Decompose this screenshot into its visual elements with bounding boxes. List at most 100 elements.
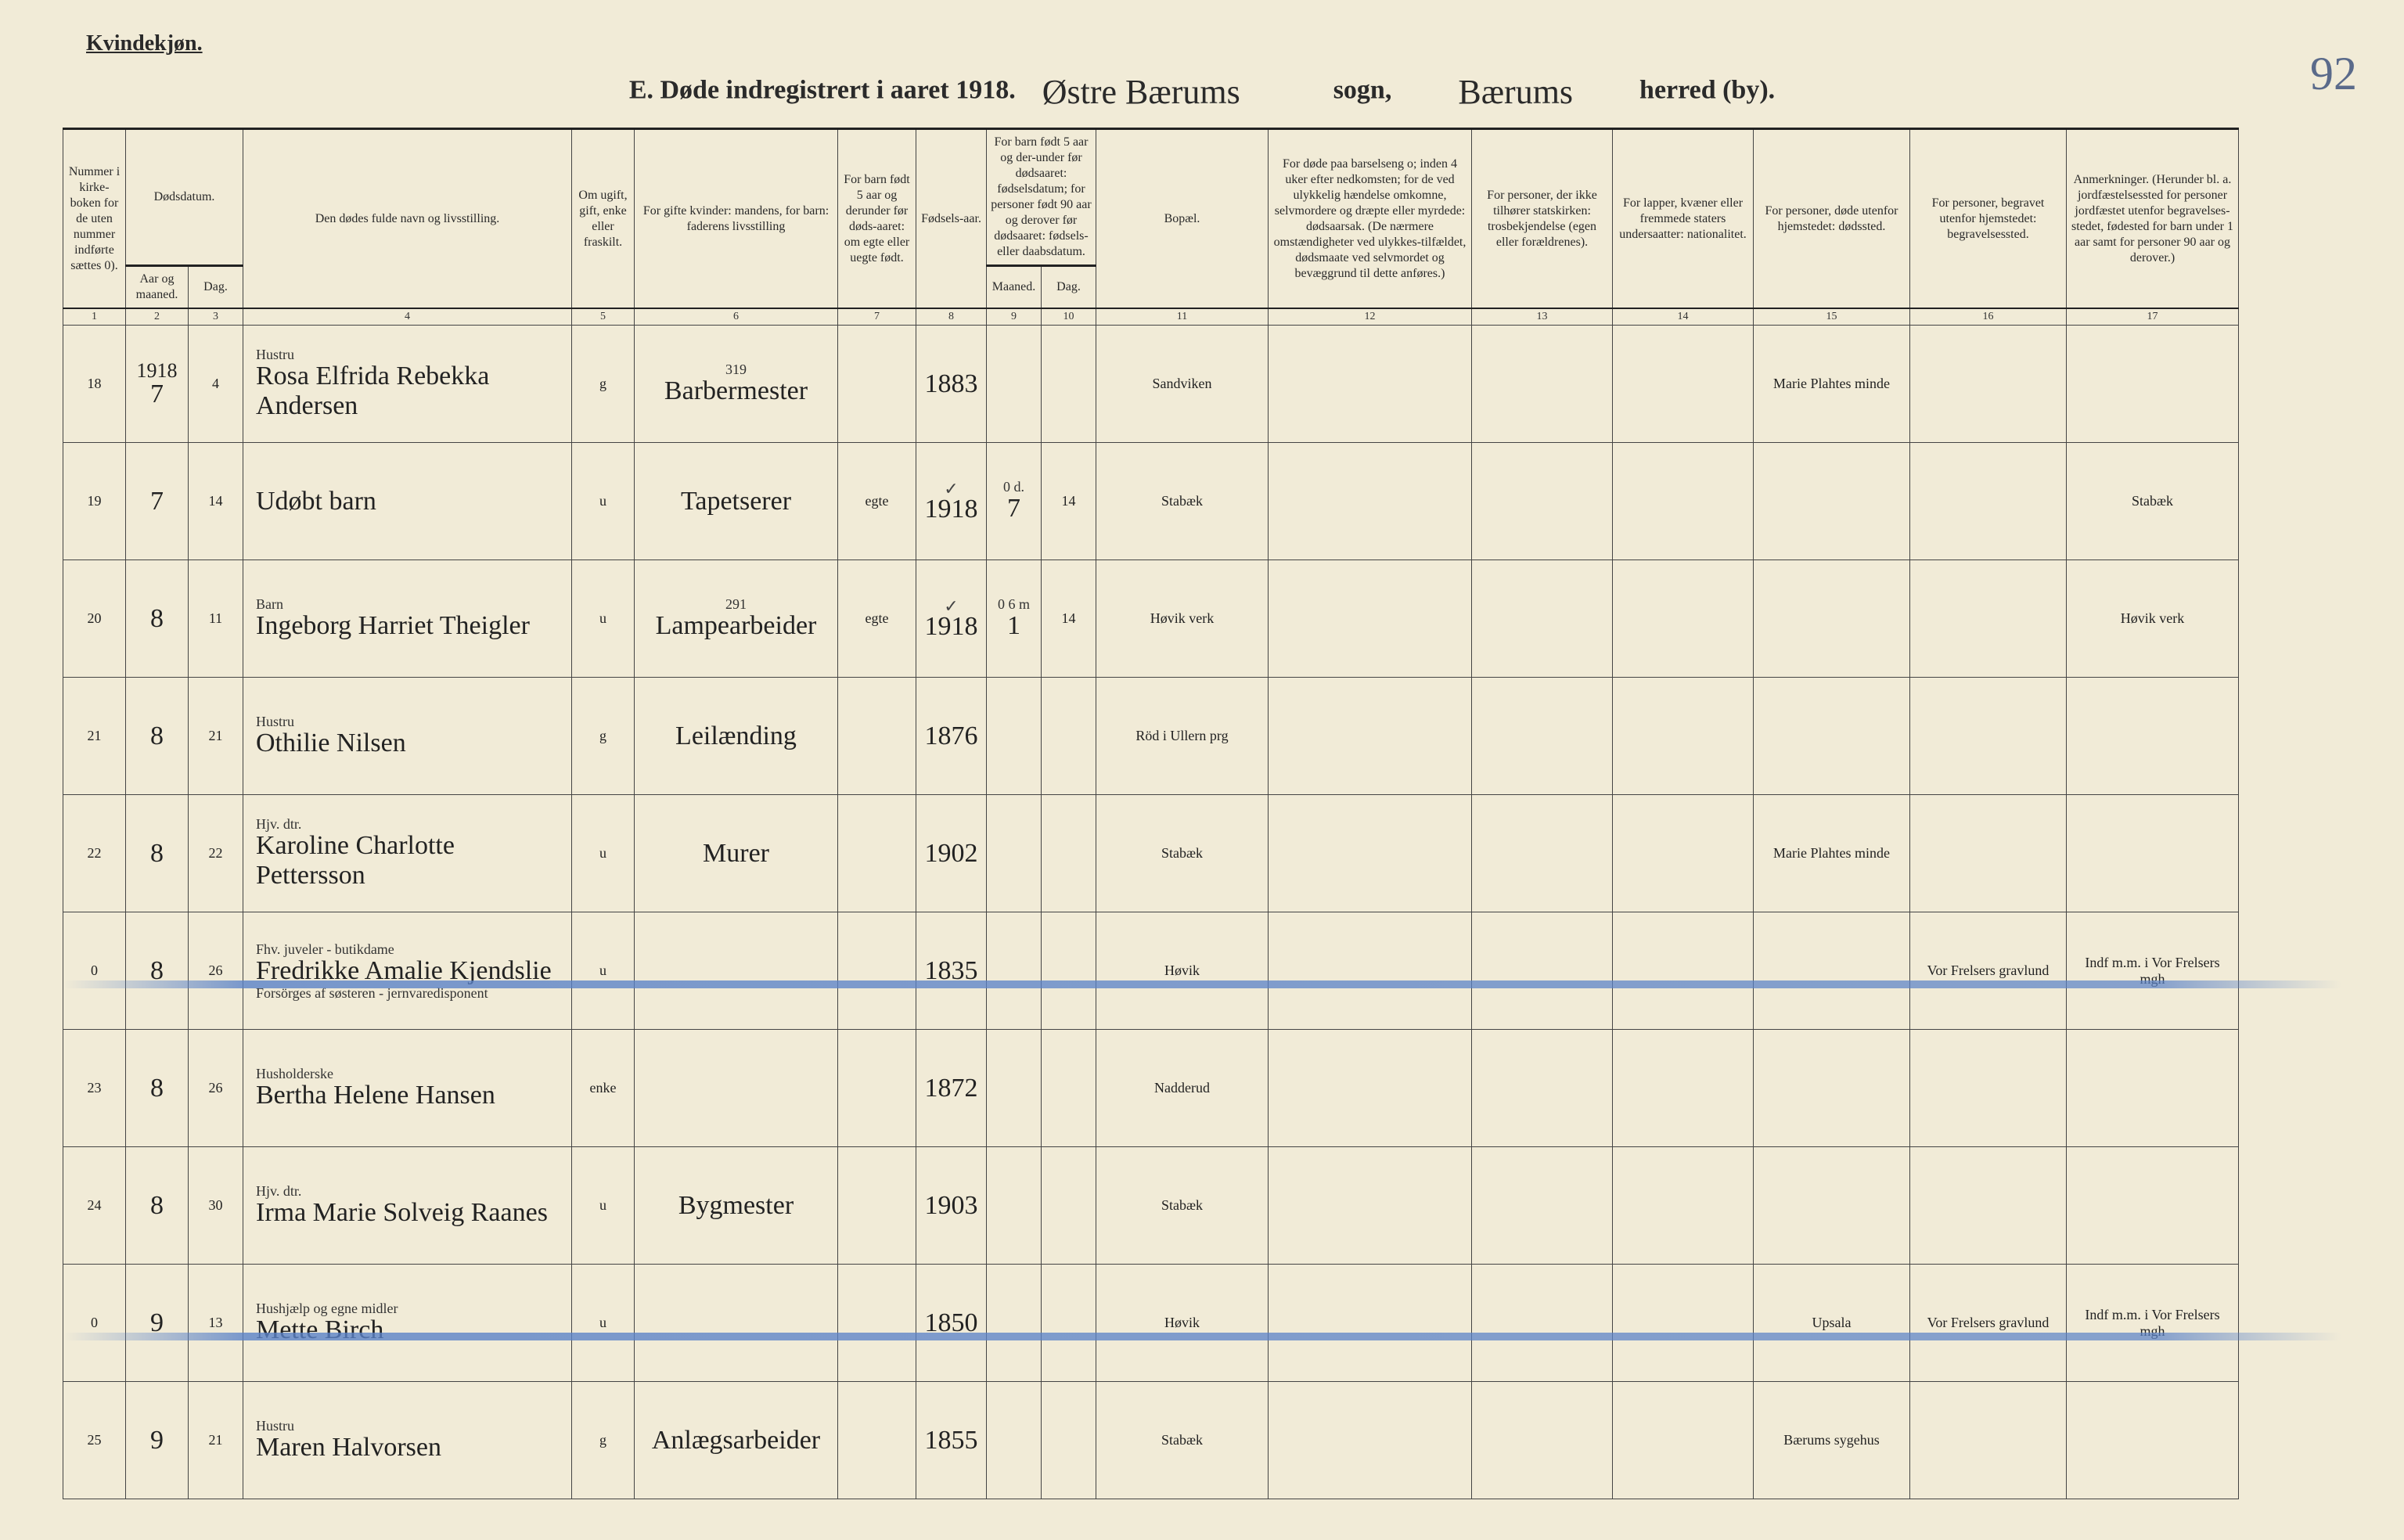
cell-status: u	[572, 1265, 635, 1382]
cell-num: 18	[63, 326, 126, 443]
cell-residence: Høvik	[1096, 912, 1269, 1030]
cell-day: 26	[189, 912, 243, 1030]
cell-birthmonth	[987, 678, 1042, 795]
col-12-header: For døde paa barselseng o; inden 4 uker …	[1269, 129, 1472, 309]
cell-burialplace	[1910, 678, 2067, 795]
cell-cause	[1269, 443, 1472, 560]
cell-cause	[1269, 1265, 1472, 1382]
cell-deathplace	[1754, 560, 1910, 678]
cell-name: HustruRosa Elfrida Rebekka Andersen	[243, 326, 572, 443]
cell-birthmonth	[987, 1147, 1042, 1265]
col-7-header: For barn født 5 aar og derunder før døds…	[838, 129, 916, 309]
cell-faith	[1472, 443, 1613, 560]
cell-residence: Sandviken	[1096, 326, 1269, 443]
cell-deathplace: Upsala	[1754, 1265, 1910, 1382]
cell-faith	[1472, 560, 1613, 678]
cell-status: u	[572, 560, 635, 678]
cell-nationality	[1613, 443, 1754, 560]
cell-name: Hushjælp og egne midlerMette Birch	[243, 1265, 572, 1382]
cell-num: 25	[63, 1382, 126, 1499]
cell-residence: Stabæk	[1096, 443, 1269, 560]
cell-remarks: Indf m.m. i Vor Frelsers mgh	[2067, 1265, 2239, 1382]
cell-month: 9	[126, 1382, 189, 1499]
colnum: 14	[1613, 308, 1754, 326]
cell-day: 21	[189, 1382, 243, 1499]
cell-day: 11	[189, 560, 243, 678]
cell-residence: Röd i Ullern prg	[1096, 678, 1269, 795]
col-15-header: For personer, døde utenfor hjemstedet: d…	[1754, 129, 1910, 309]
cell-day: 30	[189, 1147, 243, 1265]
cell-nationality	[1613, 326, 1754, 443]
cell-deathplace: Marie Plahtes minde	[1754, 795, 1910, 912]
cell-residence: Stabæk	[1096, 1382, 1269, 1499]
cell-father: Tapetserer	[635, 443, 838, 560]
colnum: 7	[838, 308, 916, 326]
cell-status: u	[572, 443, 635, 560]
cell-num: 22	[63, 795, 126, 912]
cell-burialplace	[1910, 1147, 2067, 1265]
cell-status: g	[572, 326, 635, 443]
cell-residence: Stabæk	[1096, 795, 1269, 912]
cell-day: 4	[189, 326, 243, 443]
cell-burialplace	[1910, 326, 2067, 443]
col-13-header: For personer, der ikke tilhører statskir…	[1472, 129, 1613, 309]
cell-legit	[838, 1030, 916, 1147]
cell-birthmonth	[987, 1265, 1042, 1382]
cell-month: 8	[126, 560, 189, 678]
cell-birthmonth: 0 6 m1	[987, 560, 1042, 678]
cell-faith	[1472, 795, 1613, 912]
cell-faith	[1472, 1030, 1613, 1147]
sogn-name: Østre Bærums	[1042, 73, 1240, 111]
cell-birthday	[1042, 1382, 1096, 1499]
cell-deathplace	[1754, 443, 1910, 560]
cell-faith	[1472, 1265, 1613, 1382]
cell-nationality	[1613, 1147, 1754, 1265]
col-4-header: Den dødes fulde navn og livsstilling.	[243, 129, 572, 309]
colnum: 10	[1042, 308, 1096, 326]
cell-burialplace	[1910, 795, 2067, 912]
death-register-table: Nummer i kirke-boken for de uten nummer …	[63, 128, 2341, 1499]
cell-name: HusholderskeBertha Helene Hansen	[243, 1030, 572, 1147]
colnum: 4	[243, 308, 572, 326]
cell-birthday: 14	[1042, 443, 1096, 560]
colnum: 16	[1910, 308, 2067, 326]
cell-num: 0	[63, 912, 126, 1030]
colnum: 11	[1096, 308, 1269, 326]
cell-nationality	[1613, 1265, 1754, 1382]
cell-remarks	[2067, 326, 2239, 443]
cell-month: 8	[126, 795, 189, 912]
cell-deathplace	[1754, 1030, 1910, 1147]
table-row: 18191874HustruRosa Elfrida Rebekka Ander…	[63, 326, 2341, 443]
cell-cause	[1269, 795, 1472, 912]
cell-birthyear: 1903	[916, 1147, 987, 1265]
cell-father: 291Lampearbeider	[635, 560, 838, 678]
table-row: 25921HustruMaren HalvorsengAnlægsarbeide…	[63, 1382, 2341, 1499]
cell-burialplace	[1910, 1030, 2067, 1147]
colnum: 8	[916, 308, 987, 326]
cell-deathplace: Marie Plahtes minde	[1754, 326, 1910, 443]
cell-residence: Høvik verk	[1096, 560, 1269, 678]
cell-status: g	[572, 1382, 635, 1499]
cell-legit: egte	[838, 443, 916, 560]
cell-father	[635, 1265, 838, 1382]
table-row: 19714Udøbt barnuTapetsereregte✓19180 d.7…	[63, 443, 2341, 560]
cell-cause	[1269, 912, 1472, 1030]
cell-day: 26	[189, 1030, 243, 1147]
cell-burialplace	[1910, 443, 2067, 560]
cell-name: Hjv. dtr.Karoline Charlotte Pettersson	[243, 795, 572, 912]
column-numbers-row: 1 2 3 4 5 6 7 8 9 10 11 12 13 14 15 16 1…	[63, 308, 2341, 326]
cell-father: Leilænding	[635, 678, 838, 795]
cell-burialplace: Vor Frelsers gravlund	[1910, 1265, 2067, 1382]
cell-birthyear: 1835	[916, 912, 987, 1030]
cell-month: 7	[126, 443, 189, 560]
table-row: 20811BarnIngeborg Harriet Theigleru291La…	[63, 560, 2341, 678]
cell-birthmonth: 0 d.7	[987, 443, 1042, 560]
cell-legit	[838, 678, 916, 795]
colnum: 6	[635, 308, 838, 326]
cell-birthmonth	[987, 912, 1042, 1030]
col-9-header: Maaned.	[987, 266, 1042, 309]
cell-remarks	[2067, 678, 2239, 795]
cell-num: 20	[63, 560, 126, 678]
table-body: 18191874HustruRosa Elfrida Rebekka Ander…	[63, 326, 2341, 1499]
sogn-label: sogn,	[1333, 75, 1392, 104]
